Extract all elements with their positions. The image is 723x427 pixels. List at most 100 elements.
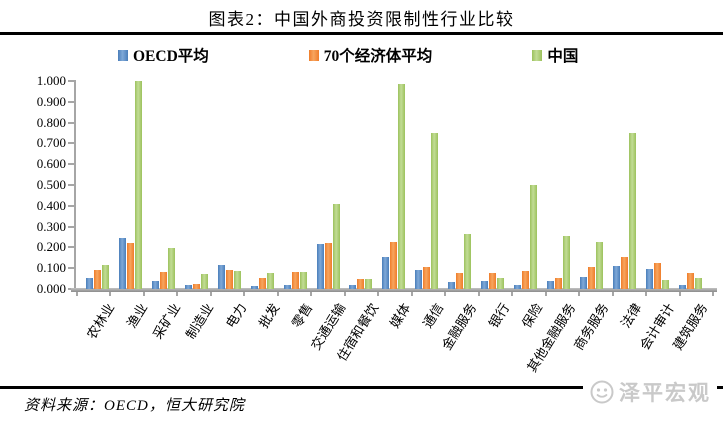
bar-plot-area: 农林业 渔业 采矿业 制造业 电力 批发 零售 交通运输 住宿和餐饮 媒体 通信 金融服务 银行 保险 其他…: [76, 81, 712, 375]
legend-swatch-blue-icon: [118, 49, 128, 61]
bar: [291, 272, 299, 289]
bar: [456, 273, 464, 289]
bar-group: 媒体: [382, 81, 414, 331]
x-tick-mark: [712, 292, 714, 296]
bar: [233, 271, 241, 289]
x-tick-mark: [142, 292, 145, 296]
x-tick-mark: [410, 292, 413, 296]
bar: [332, 203, 340, 289]
bar: [612, 266, 620, 289]
bar-group: 建筑服务: [670, 81, 710, 353]
category-label: 采矿业: [149, 300, 184, 342]
y-tick-label: 1.000: [36, 73, 66, 88]
bar: [514, 284, 522, 289]
bar-group: 其他金融服务: [524, 81, 578, 375]
bar-group: 交通运输: [308, 81, 348, 353]
category-label: 通信: [420, 300, 447, 331]
bar: [266, 273, 274, 289]
bar: [93, 270, 101, 289]
x-tick-mark: [76, 292, 78, 296]
y-tick-label: 0.500: [36, 177, 66, 192]
y-tick-mark: [68, 184, 74, 186]
bar-group: 渔业: [118, 81, 150, 331]
bar: [678, 284, 686, 289]
legend-label: 70个经济体平均: [323, 48, 433, 65]
bar-group: 保险: [514, 81, 545, 331]
bar: [431, 133, 439, 289]
legend-item-70economies: 70个经济体平均: [308, 44, 433, 66]
bar: [694, 277, 702, 289]
x-tick-mark: [310, 292, 313, 296]
bar: [167, 248, 175, 289]
chart-title: 图表2：中国外商投资限制性行业比较: [208, 10, 515, 29]
y-tick-label: 0.700: [36, 135, 66, 151]
chart-legend: OECD平均 70个经济体平均 中国: [118, 44, 578, 66]
bar-group: 采矿业: [150, 81, 183, 342]
x-tick-mark: [511, 292, 514, 296]
y-tick-mark: [68, 267, 74, 270]
y-tick-mark: [68, 100, 74, 103]
bar: [489, 273, 497, 289]
x-tick-mark: [611, 292, 614, 296]
x-axis-line: [71, 288, 717, 292]
bar: [299, 272, 307, 289]
y-tick-label: 0.900: [36, 93, 66, 109]
bar: [126, 243, 134, 289]
bar: [555, 277, 563, 289]
bar: [390, 242, 398, 289]
y-tick-mark: [68, 246, 74, 249]
source-note: 资料来源：OECD，恒大研究院: [24, 398, 245, 414]
bar-group: 农林业: [84, 81, 117, 342]
x-tick-mark: [377, 292, 380, 296]
x-tick-mark: [109, 292, 112, 296]
bar: [134, 81, 142, 289]
x-tick-mark: [477, 292, 480, 296]
bar: [448, 281, 456, 289]
bar: [661, 279, 669, 289]
category-label: 农林业: [83, 300, 118, 342]
legend-item-china: 中国: [532, 44, 578, 66]
y-tick-label: 0.000: [36, 281, 66, 296]
category-label: 批发: [255, 300, 282, 331]
bar-group: 电力: [217, 81, 249, 331]
category-label: 零售: [288, 300, 315, 331]
y-tick-label: 0.100: [36, 260, 66, 276]
legend-label: OECD平均: [133, 48, 209, 65]
bar-group: 商务服务: [571, 81, 611, 353]
legend-item-oecd: OECD平均: [118, 44, 209, 66]
x-tick-mark: [678, 292, 681, 296]
y-tick-mark: [68, 142, 74, 145]
y-tick-mark: [68, 225, 74, 228]
bar: [258, 277, 266, 289]
bar: [653, 263, 661, 289]
bar: [159, 272, 167, 289]
y-tick-mark: [68, 204, 74, 207]
bar: [547, 280, 555, 289]
bar: [118, 238, 126, 289]
bar: [357, 278, 365, 289]
bar-group: 零售: [283, 81, 315, 331]
x-tick-mark: [343, 292, 346, 296]
bar: [316, 244, 324, 289]
bar-group: 批发: [250, 81, 282, 331]
bar: [192, 283, 200, 289]
y-axis-line: [74, 80, 76, 290]
y-tick-mark: [68, 80, 74, 82]
bar: [200, 274, 208, 289]
zeping-macro-logo-icon: [590, 380, 614, 404]
bar: [522, 271, 530, 289]
legend-swatch-green-icon: [532, 49, 543, 61]
bar: [250, 285, 258, 289]
bar: [85, 277, 93, 289]
legend-label: 中国: [547, 48, 579, 65]
bar-group: 制造业: [183, 81, 216, 342]
bar: [283, 284, 291, 289]
y-tick-mark: [68, 121, 74, 124]
x-tick-mark: [209, 292, 212, 296]
bar: [151, 280, 159, 289]
bar: [324, 243, 332, 289]
legend-swatch-orange-icon: [308, 49, 319, 61]
bar: [423, 267, 431, 289]
y-tick-mark: [68, 163, 74, 166]
